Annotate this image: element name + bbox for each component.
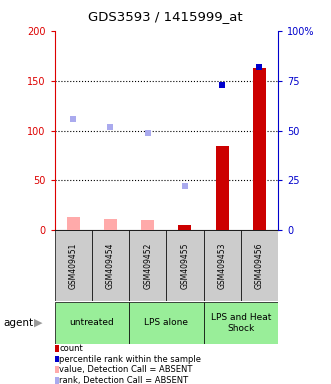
Text: GSM409453: GSM409453: [218, 243, 227, 289]
Text: value, Detection Call = ABSENT: value, Detection Call = ABSENT: [59, 365, 193, 374]
FancyBboxPatch shape: [204, 230, 241, 301]
Text: GSM409456: GSM409456: [255, 243, 264, 289]
Text: percentile rank within the sample: percentile rank within the sample: [59, 354, 201, 364]
FancyBboxPatch shape: [129, 230, 166, 301]
FancyBboxPatch shape: [55, 230, 92, 301]
Bar: [67, 217, 80, 230]
Text: rank, Detection Call = ABSENT: rank, Detection Call = ABSENT: [59, 376, 189, 384]
Text: GDS3593 / 1415999_at: GDS3593 / 1415999_at: [88, 10, 243, 23]
FancyBboxPatch shape: [129, 302, 204, 344]
FancyBboxPatch shape: [204, 302, 278, 344]
Text: count: count: [59, 344, 83, 353]
Text: GSM409455: GSM409455: [180, 243, 189, 289]
FancyBboxPatch shape: [166, 230, 204, 301]
Text: agent: agent: [3, 318, 33, 328]
FancyBboxPatch shape: [241, 230, 278, 301]
Bar: [216, 146, 229, 230]
FancyBboxPatch shape: [92, 230, 129, 301]
Text: LPS and Heat
Shock: LPS and Heat Shock: [211, 313, 271, 333]
FancyBboxPatch shape: [55, 302, 129, 344]
Bar: [253, 68, 266, 230]
Text: GSM409454: GSM409454: [106, 243, 115, 289]
Bar: [104, 219, 117, 230]
Text: untreated: untreated: [70, 318, 114, 328]
Bar: [178, 225, 191, 230]
Text: GSM409452: GSM409452: [143, 243, 152, 289]
Text: GSM409451: GSM409451: [69, 243, 78, 289]
Text: ▶: ▶: [34, 318, 42, 328]
Text: LPS alone: LPS alone: [144, 318, 188, 328]
Bar: [141, 220, 154, 230]
